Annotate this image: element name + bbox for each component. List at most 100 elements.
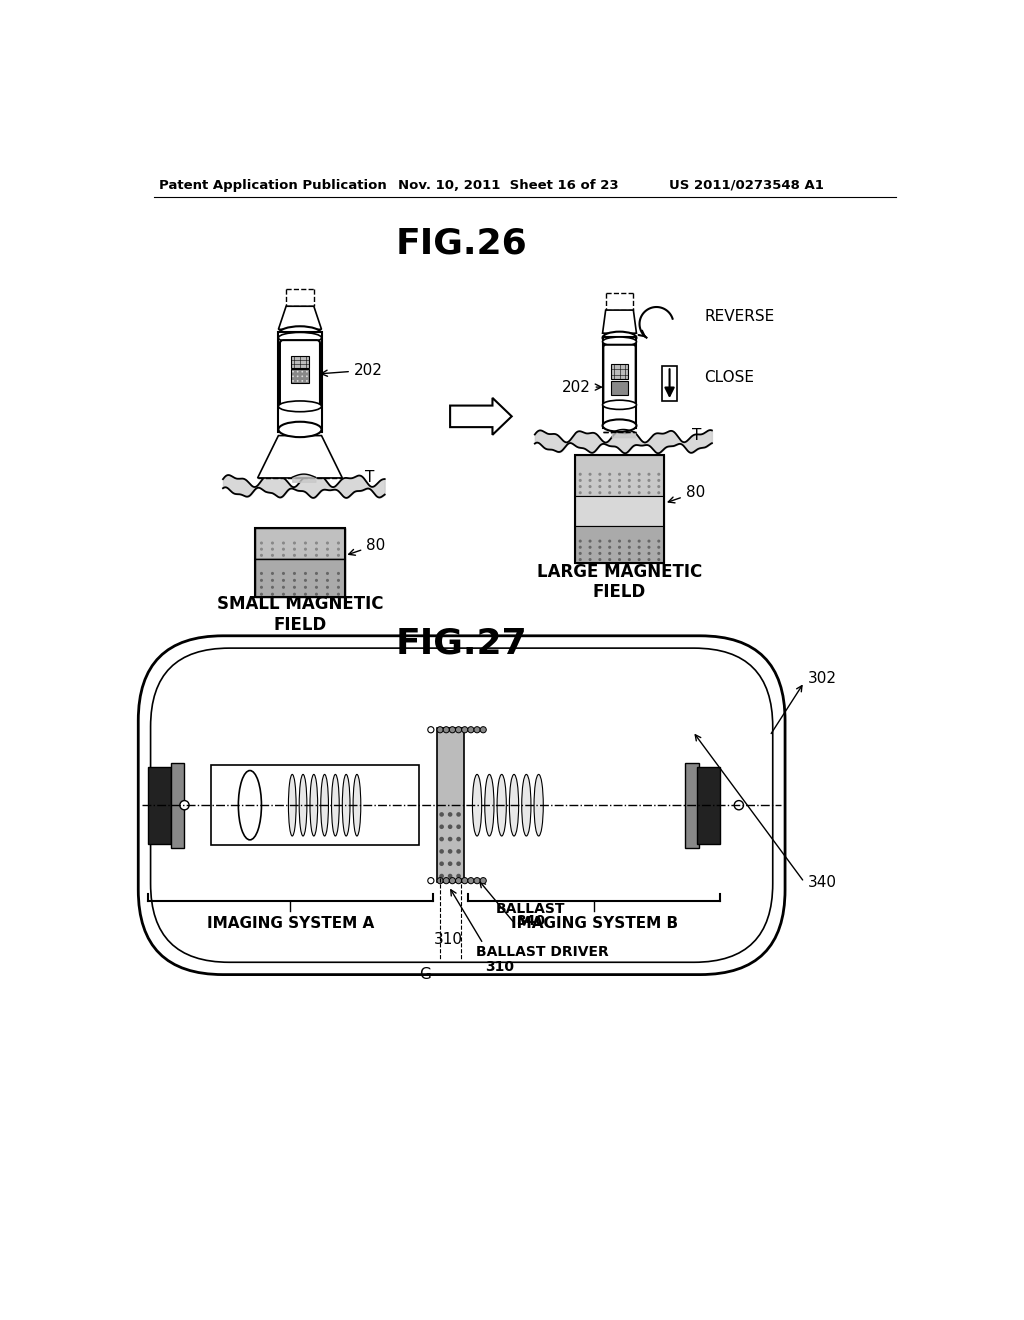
- Circle shape: [337, 579, 340, 582]
- Circle shape: [628, 484, 631, 488]
- Circle shape: [326, 593, 329, 595]
- Text: IMAGING SYSTEM A: IMAGING SYSTEM A: [207, 916, 374, 931]
- Circle shape: [293, 593, 296, 595]
- Circle shape: [282, 579, 285, 582]
- Text: BALLAST DRIVER: BALLAST DRIVER: [475, 945, 608, 958]
- Text: T: T: [692, 428, 701, 444]
- Circle shape: [598, 558, 601, 561]
- Ellipse shape: [299, 775, 307, 836]
- Circle shape: [282, 593, 285, 595]
- Circle shape: [306, 380, 308, 381]
- Circle shape: [326, 586, 329, 589]
- Text: Patent Application Publication: Patent Application Publication: [159, 178, 387, 191]
- Text: CLOSE: CLOSE: [705, 371, 755, 385]
- Circle shape: [315, 579, 318, 582]
- Circle shape: [271, 579, 274, 582]
- Circle shape: [628, 540, 631, 543]
- Circle shape: [428, 878, 434, 884]
- Circle shape: [260, 579, 263, 582]
- Circle shape: [439, 862, 444, 866]
- Circle shape: [598, 545, 601, 549]
- Circle shape: [457, 862, 461, 866]
- Polygon shape: [451, 397, 512, 434]
- Circle shape: [647, 545, 650, 549]
- Ellipse shape: [321, 775, 329, 836]
- Circle shape: [579, 545, 582, 549]
- Ellipse shape: [342, 775, 350, 836]
- Text: 310: 310: [434, 932, 463, 948]
- FancyBboxPatch shape: [280, 341, 319, 408]
- Circle shape: [447, 812, 453, 817]
- Ellipse shape: [602, 337, 637, 346]
- Ellipse shape: [509, 775, 518, 836]
- Circle shape: [260, 572, 263, 576]
- Circle shape: [474, 878, 480, 884]
- Circle shape: [456, 726, 462, 733]
- Circle shape: [474, 726, 480, 733]
- Ellipse shape: [472, 775, 481, 836]
- Circle shape: [437, 878, 443, 884]
- Circle shape: [657, 558, 660, 561]
- Ellipse shape: [279, 422, 322, 437]
- Circle shape: [315, 593, 318, 595]
- Bar: [602, 337, 637, 428]
- Bar: [147, 767, 171, 843]
- Circle shape: [628, 552, 631, 554]
- Circle shape: [180, 800, 189, 810]
- Circle shape: [628, 558, 631, 561]
- Circle shape: [447, 874, 453, 878]
- Ellipse shape: [279, 326, 322, 342]
- Circle shape: [443, 878, 450, 884]
- Circle shape: [315, 572, 318, 576]
- Text: IMAGING SYSTEM B: IMAGING SYSTEM B: [511, 916, 678, 931]
- Text: T: T: [365, 470, 374, 486]
- Bar: [291, 355, 309, 368]
- Circle shape: [617, 540, 621, 543]
- Circle shape: [657, 479, 660, 482]
- Circle shape: [480, 878, 486, 884]
- Circle shape: [271, 548, 274, 550]
- Circle shape: [293, 572, 296, 576]
- Bar: [437, 729, 464, 882]
- Ellipse shape: [602, 331, 637, 345]
- Bar: [685, 763, 698, 847]
- Text: FIG.27: FIG.27: [396, 627, 527, 660]
- Circle shape: [579, 540, 582, 543]
- Circle shape: [598, 491, 601, 494]
- Circle shape: [598, 473, 601, 475]
- Ellipse shape: [310, 775, 317, 836]
- Text: 310: 310: [484, 960, 514, 974]
- Circle shape: [638, 479, 641, 482]
- Circle shape: [439, 874, 444, 878]
- Polygon shape: [279, 306, 322, 330]
- Polygon shape: [258, 436, 342, 478]
- Text: 340: 340: [516, 913, 546, 928]
- Circle shape: [282, 554, 285, 557]
- Circle shape: [301, 380, 303, 381]
- Circle shape: [617, 491, 621, 494]
- Circle shape: [306, 375, 308, 378]
- Circle shape: [282, 541, 285, 545]
- Circle shape: [337, 586, 340, 589]
- Bar: [611, 381, 628, 395]
- Circle shape: [617, 484, 621, 488]
- Circle shape: [657, 545, 660, 549]
- Circle shape: [304, 593, 307, 595]
- Text: G: G: [420, 968, 431, 982]
- Bar: [574, 455, 665, 496]
- Circle shape: [589, 479, 592, 482]
- Text: 202: 202: [562, 380, 601, 395]
- Circle shape: [457, 874, 461, 878]
- Ellipse shape: [239, 771, 261, 840]
- Ellipse shape: [289, 775, 296, 836]
- Circle shape: [657, 540, 660, 543]
- Circle shape: [589, 545, 592, 549]
- Circle shape: [326, 572, 329, 576]
- Bar: [611, 364, 628, 379]
- Circle shape: [457, 837, 461, 841]
- Circle shape: [579, 473, 582, 475]
- Circle shape: [326, 548, 329, 550]
- Text: 340: 340: [808, 875, 838, 890]
- Circle shape: [271, 586, 274, 589]
- Circle shape: [579, 558, 582, 561]
